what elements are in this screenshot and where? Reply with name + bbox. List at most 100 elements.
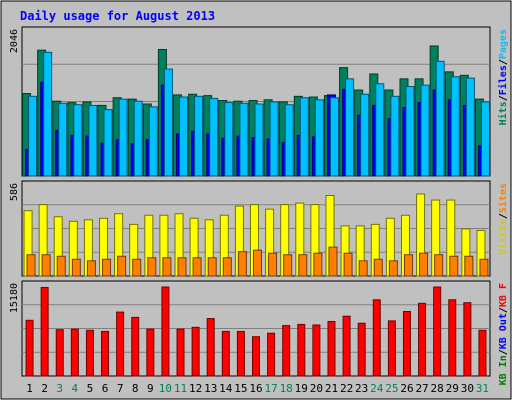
bar-kb-f-19: [297, 323, 306, 377]
day-label-12: 12: [189, 382, 202, 395]
bar-pages-10: [163, 68, 173, 177]
legend-separator: /: [498, 95, 509, 101]
day-label-19: 19: [295, 382, 308, 395]
chart-panels: 2046Hits/Files/Pages586Visits/Sites15180…: [9, 26, 509, 385]
legend-item: Sites: [497, 183, 509, 213]
bar-pages-11: [179, 96, 189, 177]
legend-text: KB In/KB Out/KB F: [498, 283, 509, 385]
legend-item: Pages: [498, 29, 509, 59]
legend-item: Files: [497, 65, 509, 95]
bars-hits: [22, 45, 490, 177]
bar-kb-f-14: [221, 330, 230, 377]
bar-sites-15: [237, 251, 247, 277]
bar-sites-17: [268, 252, 278, 277]
bar-sites-5: [86, 260, 96, 277]
bar-sites-21: [328, 246, 338, 277]
legend-separator: /: [498, 59, 509, 65]
bar-kb-f-1: [25, 319, 34, 377]
day-label-7: 7: [117, 382, 124, 395]
bar-sites-10: [162, 257, 172, 277]
bar-pages-16: [254, 103, 264, 177]
bar-pages-9: [148, 106, 158, 177]
day-label-5: 5: [87, 382, 94, 395]
day-label-13: 13: [204, 382, 217, 395]
bar-sites-29: [449, 255, 459, 277]
legend-kbytes: KB In/KB Out/KB F: [498, 283, 509, 385]
bar-sites-1: [26, 254, 36, 277]
bar-pages-14: [224, 102, 234, 177]
bar-kb-f-12: [191, 326, 200, 377]
bar-kb-f-6: [101, 330, 110, 377]
bar-sites-18: [283, 254, 293, 277]
bar-sites-8: [132, 258, 142, 277]
day-label-1: 1: [26, 382, 33, 395]
bars-kbytes: [25, 286, 487, 377]
legend-separator: /: [498, 213, 509, 219]
day-label-31: 31: [476, 382, 489, 395]
bar-pages-15: [239, 102, 249, 177]
day-label-17: 17: [264, 382, 277, 395]
bar-pages-1: [28, 95, 38, 177]
day-label-11: 11: [174, 382, 187, 395]
day-label-29: 29: [446, 382, 459, 395]
day-label-9: 9: [147, 382, 154, 395]
day-label-10: 10: [159, 382, 172, 395]
bar-pages-3: [58, 102, 68, 177]
bar-pages-28: [435, 60, 445, 177]
bar-sites-28: [434, 254, 444, 277]
bar-pages-23: [360, 93, 370, 177]
bar-sites-13: [207, 257, 217, 277]
bar-sites-2: [41, 254, 51, 277]
bar-pages-17: [269, 101, 279, 177]
day-label-28: 28: [431, 382, 444, 395]
bar-sites-26: [403, 254, 413, 277]
bar-kb-f-13: [206, 318, 215, 377]
day-label-8: 8: [132, 382, 139, 395]
panel-visits: 586 Visits/Sites: [9, 180, 509, 277]
legend-text: Hits/Files/Pages: [497, 29, 509, 125]
bar-sites-23: [358, 260, 368, 277]
bar-pages-30: [465, 77, 475, 177]
bar-kb-f-25: [387, 320, 396, 377]
day-label-4: 4: [72, 382, 79, 395]
bar-kb-f-24: [372, 299, 381, 377]
bar-pages-13: [209, 97, 219, 177]
day-label-16: 16: [249, 382, 262, 395]
bar-sites-11: [177, 257, 187, 277]
day-label-21: 21: [325, 382, 338, 395]
bar-kb-f-18: [282, 325, 291, 377]
bar-kb-f-5: [85, 329, 94, 377]
day-label-15: 15: [234, 382, 247, 395]
legend-text: Visits/Sites: [497, 183, 509, 255]
bar-pages-19: [299, 97, 309, 177]
bar-kb-f-21: [327, 320, 336, 377]
day-label-23: 23: [355, 382, 368, 395]
legend-visits: Visits/Sites: [497, 183, 509, 255]
bar-kb-f-7: [116, 311, 125, 377]
chart-title: Daily usage for August 2013: [20, 9, 215, 23]
day-label-20: 20: [310, 382, 323, 395]
bar-sites-16: [253, 249, 262, 277]
bar-sites-12: [192, 257, 202, 277]
bar-sites-22: [343, 252, 353, 277]
bar-kb-f-16: [252, 336, 260, 377]
bar-pages-20: [314, 99, 324, 177]
bar-pages-8: [133, 100, 143, 177]
bar-kb-f-11: [176, 328, 185, 377]
max-label-hits: 2046: [9, 29, 20, 53]
legend-item: Hits: [497, 101, 509, 125]
bar-kb-f-29: [448, 299, 457, 377]
bar-sites-24: [373, 258, 383, 277]
max-label-visits: 586: [9, 183, 20, 201]
legend-item: KB Out: [498, 313, 509, 349]
bar-kb-f-23: [357, 322, 366, 377]
legend-item: Visits: [497, 219, 509, 255]
bar-pages-4: [73, 104, 83, 177]
legend-hits: Hits/Files/Pages: [497, 29, 509, 125]
legend-separator: /: [498, 349, 509, 355]
bar-sites-3: [56, 255, 66, 277]
bar-kb-f-28: [433, 286, 442, 377]
